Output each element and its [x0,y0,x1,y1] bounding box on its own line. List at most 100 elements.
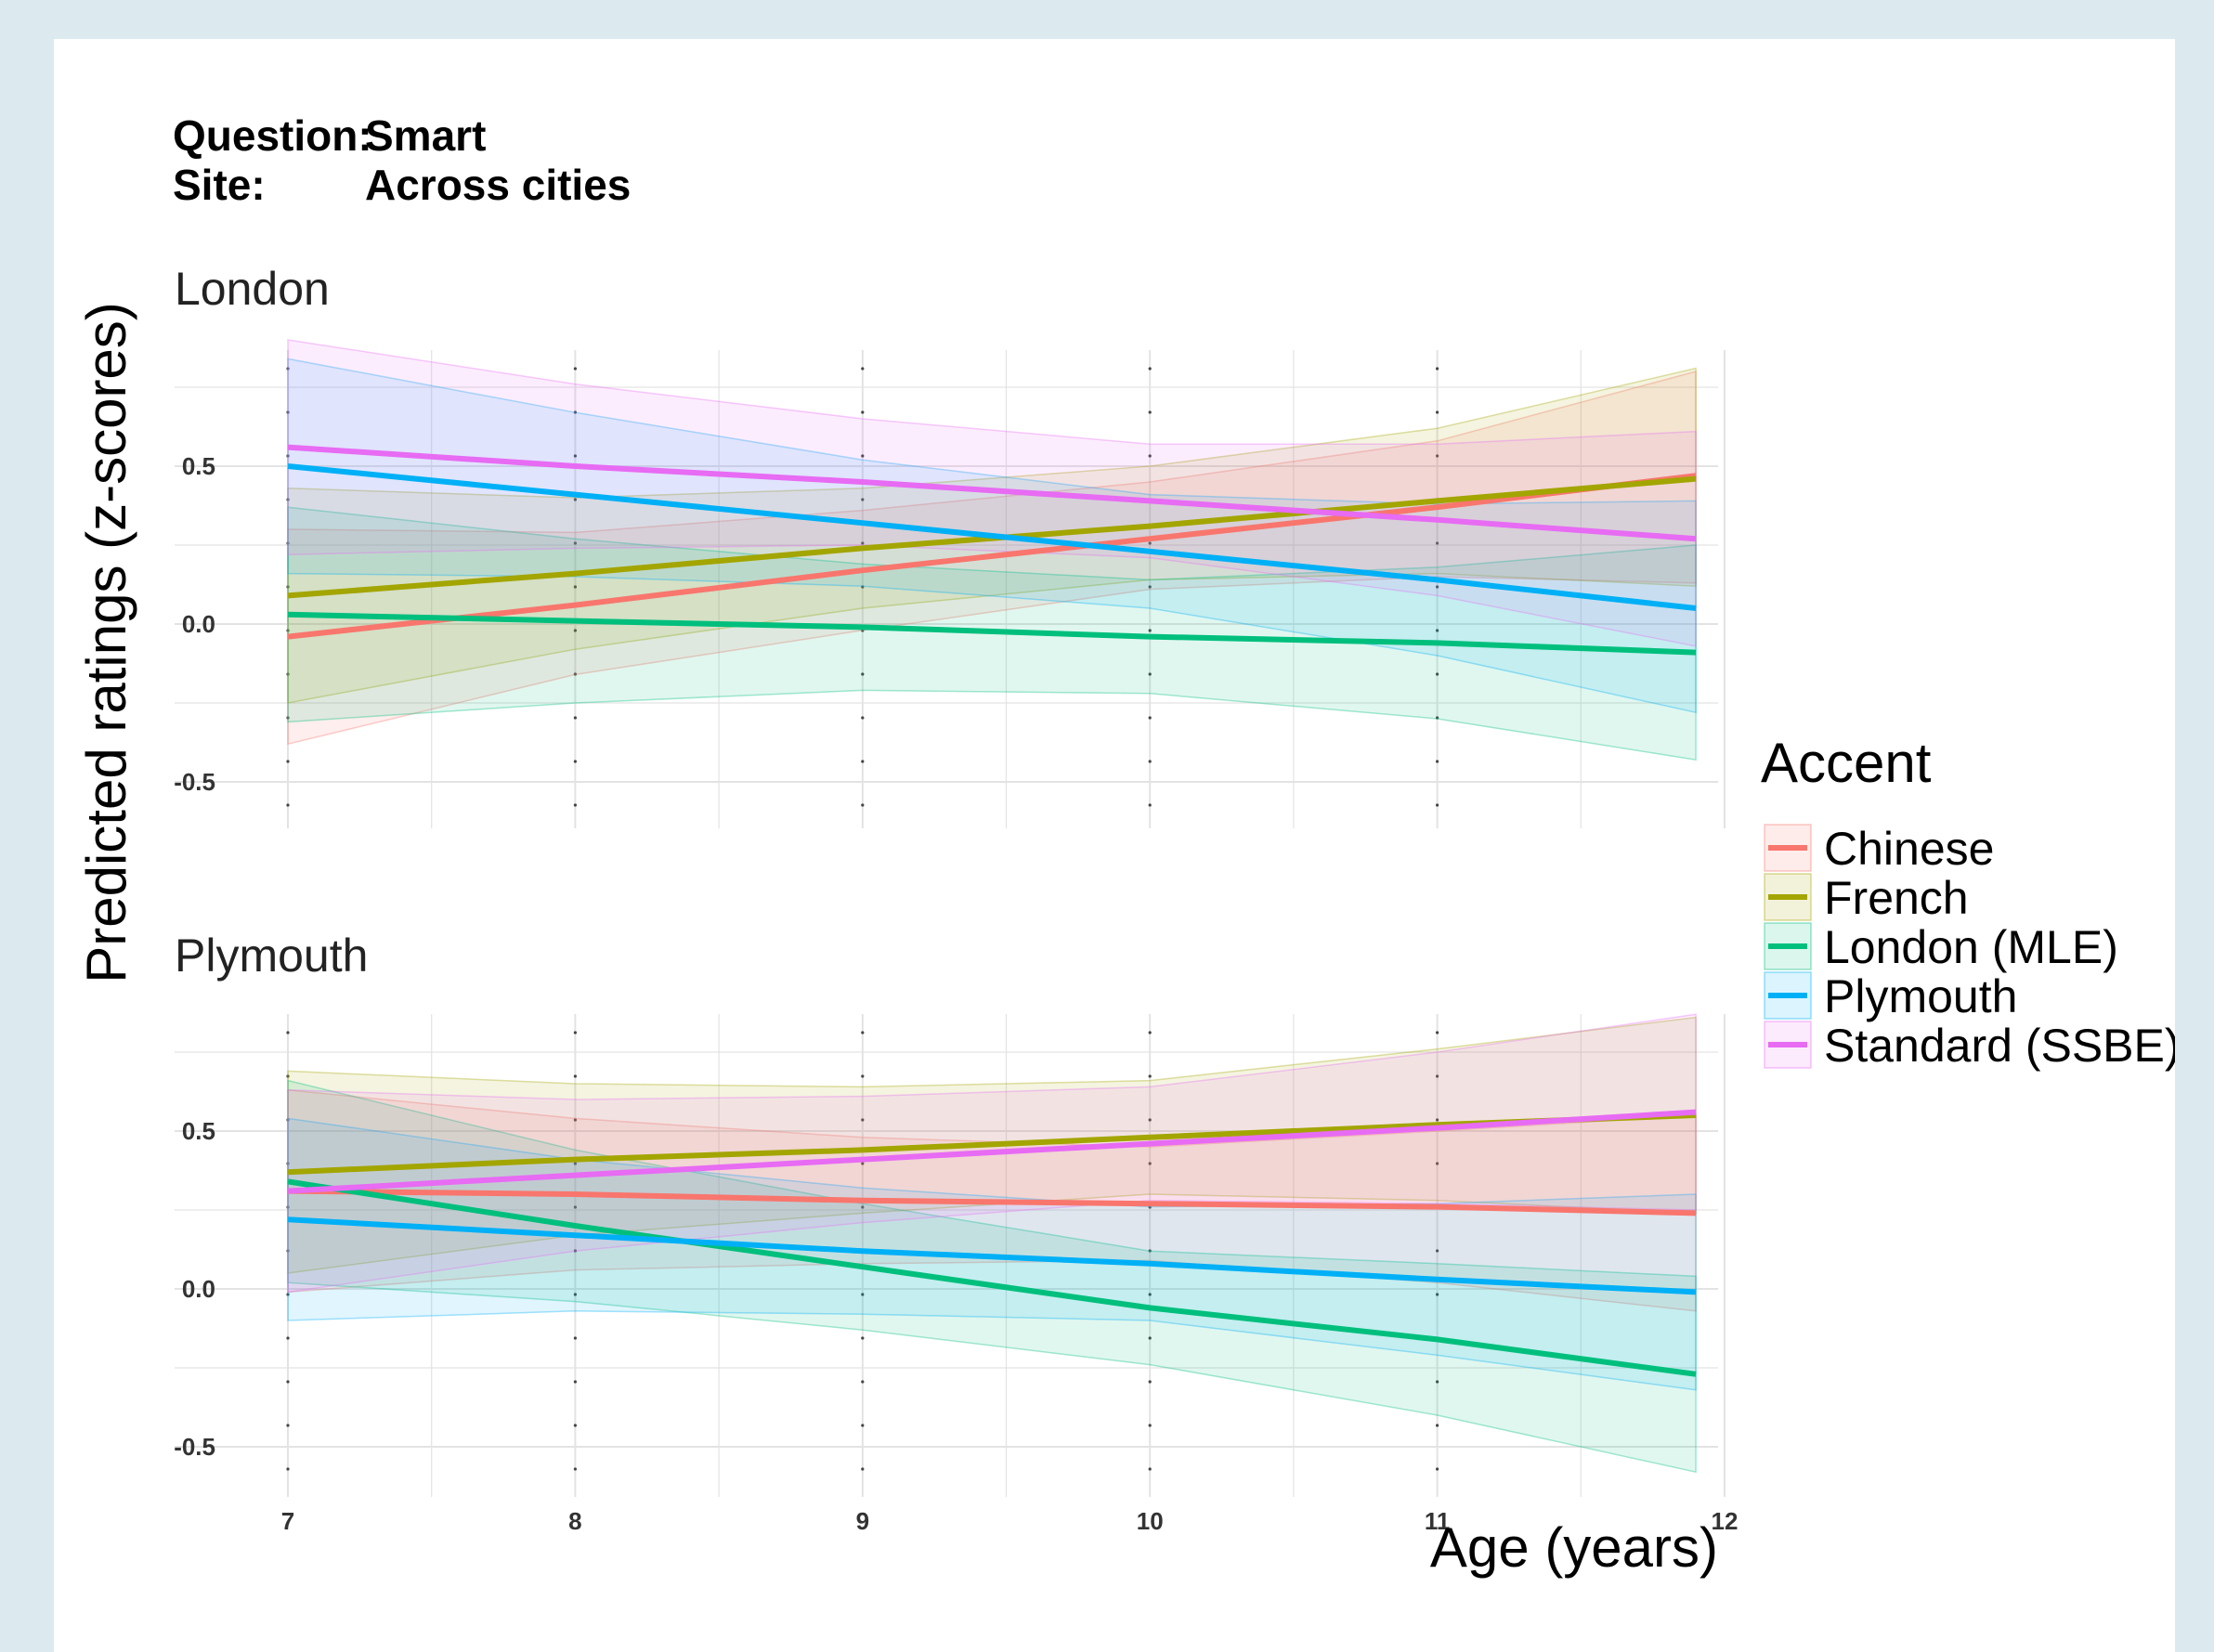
grid-dot [573,1293,578,1296]
grid-dot [286,410,290,414]
x-axis-title: Age (years) [1430,1516,1718,1579]
grid-dot [573,541,578,545]
grid-dot [573,1031,578,1034]
question-value: Smart [365,111,486,160]
grid-dot [573,1249,578,1253]
line-plymouth [287,1216,1697,1295]
grid-dot [1436,672,1439,676]
panel-title: London [175,263,330,315]
chart-card: Question: Smart Site: Across cities Lond… [54,39,2175,1652]
grid-dot [286,1162,290,1165]
legend-item-london-mle: London (MLE) [1764,921,2118,973]
grid-dot [1436,1031,1439,1034]
grid-dot [1436,803,1439,807]
grid-dot [1436,1424,1439,1427]
grid-dot [1148,1336,1152,1340]
grid-dot [861,716,865,720]
grid-dot [861,498,865,501]
x-tick-label: 10 [1137,1507,1164,1535]
grid-dot [1436,716,1439,720]
grid-dot [573,1118,578,1122]
grid-dot [1436,1118,1439,1122]
y-tick-label: 0.0 [182,610,215,638]
grid-dot [286,454,290,458]
grid-dot [1436,629,1439,632]
line-standard-ssbe [287,1109,1697,1194]
grid-dot [286,1424,290,1427]
grid-dot [861,454,865,458]
site-value: Across cities [365,161,631,209]
y-tick-label: 0.0 [182,1275,215,1303]
grid-dot [861,1336,865,1340]
panel-plymouth: Plymouth -0.5 0.0 0.5 [174,930,1726,1497]
grid-dot [573,672,578,676]
ribbons [287,339,1697,761]
legend-item-chinese: Chinese [1764,823,1994,875]
grid-dot [1436,585,1439,589]
grid-dot [1148,1424,1152,1427]
legend-title: Accent [1761,732,1932,794]
panel-title: Plymouth [175,930,368,982]
lines [287,444,1697,656]
grid-dot [573,367,578,371]
grid-dot [286,585,290,589]
grid-dot [861,1424,865,1427]
grid-dot [573,1467,578,1471]
legend-label: Chinese [1824,823,1994,875]
y-tick-label: 0.5 [182,1117,215,1145]
grid-dot [1148,585,1152,589]
grid-dot [286,1380,290,1384]
grid-dot [286,803,290,807]
grid-dot [1436,1162,1439,1165]
grid-dot [1148,454,1152,458]
grid-dot [1148,760,1152,763]
grid-dot [1436,367,1439,371]
lines [287,1109,1697,1377]
grid-dot [573,585,578,589]
panel-london: London -0.5 0.0 0.5 [174,263,1726,828]
grid-dot [1148,367,1152,371]
grid-dot [573,498,578,501]
site-label: Site: [173,161,266,209]
ribbon-london-mle [287,1079,1697,1474]
grid-dot [861,1205,865,1209]
grid-dot [286,1467,290,1471]
grid-dot [573,1074,578,1078]
grid-dot [1148,672,1152,676]
grid-dot [1148,1074,1152,1078]
grid-dot [1148,629,1152,632]
line-chinese [287,1188,1697,1216]
question-label: Question: [173,111,372,160]
legend-label: Plymouth [1824,970,2017,1022]
grid-dot [861,1031,865,1034]
x-tick-label: 11 [1425,1507,1451,1535]
ribbons [287,1013,1697,1474]
grid-dot [286,541,290,545]
grid-dot [286,1074,290,1078]
grid-dot [1436,1074,1439,1078]
grid-dot [1148,1467,1152,1471]
chart-svg: Question: Smart Site: Across cities Lond… [75,111,2175,1579]
line-chinese [287,473,1697,640]
x-tick-label: 7 [281,1507,294,1535]
line-london-mle [287,1178,1697,1377]
line-standard-ssbe [287,444,1697,542]
grid-dot [573,410,578,414]
grid-dot [861,585,865,589]
gridlines [175,1014,1726,1497]
grid-dot [861,410,865,414]
grid-dot [573,629,578,632]
grid-dot [861,1074,865,1078]
y-tick-label: 0.5 [182,452,215,480]
legend-label: French [1824,872,1969,924]
grid-dot [286,672,290,676]
grid-dot [1436,1293,1439,1296]
grid-dot [1148,1293,1152,1296]
grid-dot [286,1031,290,1034]
grid-dot [861,367,865,371]
grid-dot [861,1380,865,1384]
grid-dot [573,760,578,763]
grid-dot [1436,760,1439,763]
grid-dot [1436,1249,1439,1253]
legend-item-french: French [1764,872,1969,924]
